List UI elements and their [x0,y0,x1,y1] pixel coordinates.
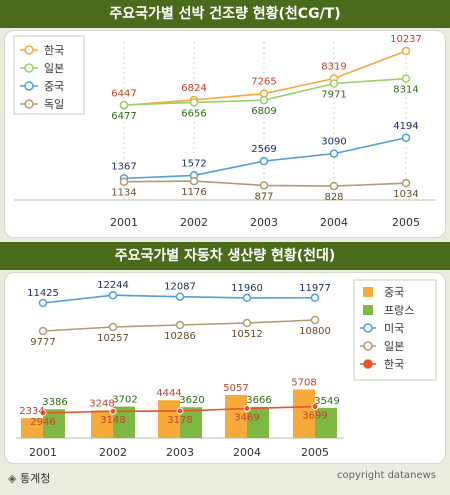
ship-chart-panel [4,30,446,238]
ship-chart-title: 주요국가별 선박 건조량 현황(천CG/T) [0,0,450,28]
diamond-icon: ◈ [8,472,17,485]
source-note: ◈ 통계청 [8,470,50,486]
source-label: 통계청 [19,472,51,485]
car-chart-panel [4,272,446,464]
copyright-text: copyright datanews [337,470,436,481]
car-chart-title: 주요국가별 자동차 생산량 현황(천대) [0,242,450,270]
